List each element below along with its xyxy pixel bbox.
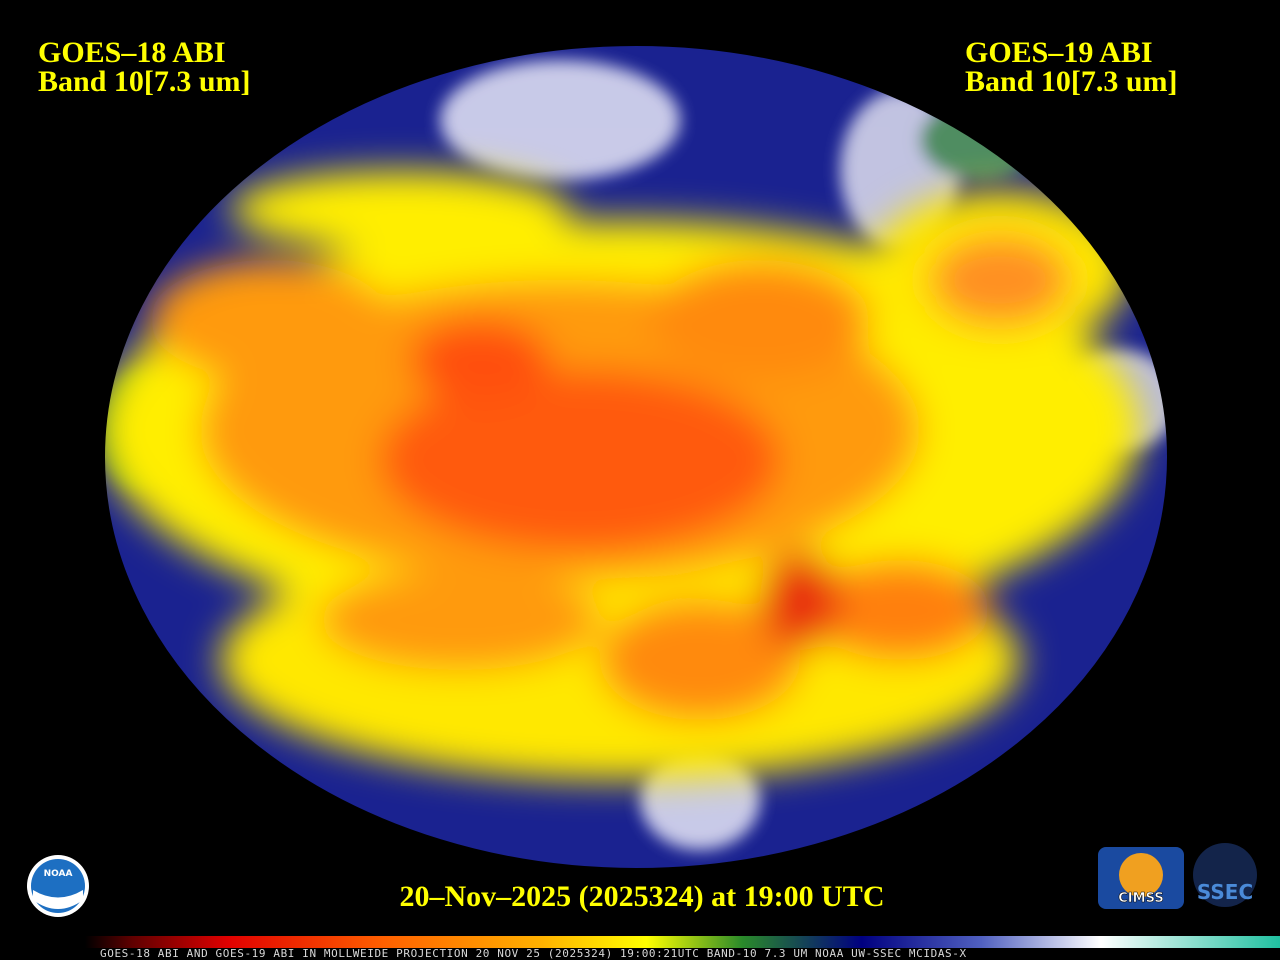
right-satellite: GOES–19 ABI bbox=[965, 36, 1153, 69]
ssec-text: SSEC bbox=[1197, 880, 1253, 904]
globe-image bbox=[104, 45, 1168, 869]
left-satellite: GOES–18 ABI bbox=[38, 36, 226, 69]
noaa-text: NOAA bbox=[44, 869, 73, 879]
right-band: Band 10[7.3 um] bbox=[965, 65, 1178, 98]
color-bar bbox=[85, 936, 1280, 948]
ssec-logo: SSEC bbox=[1193, 843, 1257, 907]
cimss-text: CIMSS bbox=[1118, 891, 1163, 906]
noaa-logo: NOAA bbox=[27, 855, 89, 917]
left-band: Band 10[7.3 um] bbox=[38, 65, 251, 98]
timestamp: 20–Nov–2025 (2025324) at 19:00 UTC bbox=[400, 880, 885, 913]
globe-edge bbox=[103, 44, 1169, 870]
caption: GOES-18 ABI AND GOES-19 ABI IN MOLLWEIDE… bbox=[100, 947, 967, 960]
cimss-logo: CIMSS bbox=[1098, 847, 1184, 909]
